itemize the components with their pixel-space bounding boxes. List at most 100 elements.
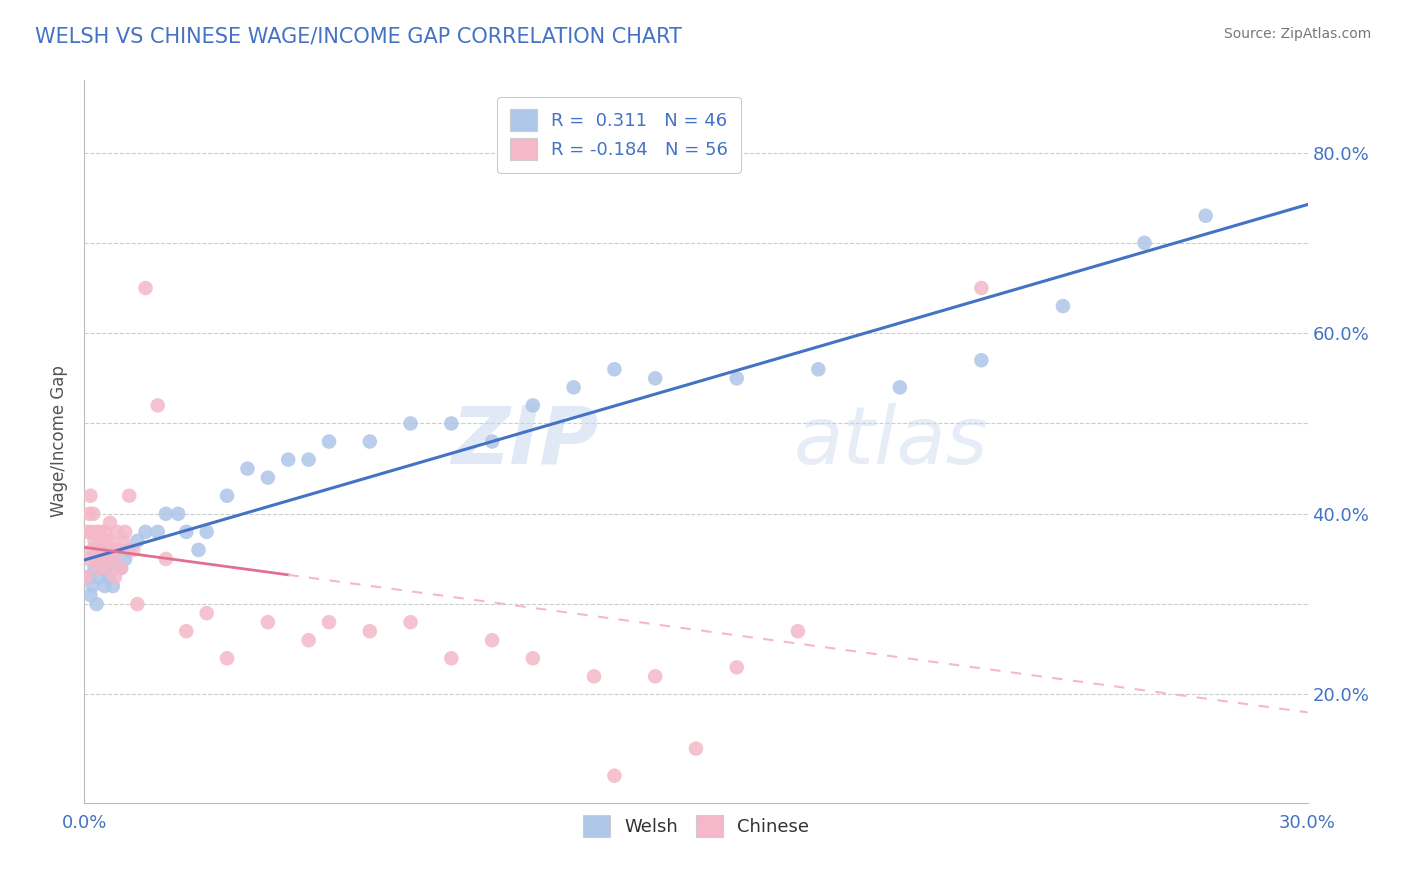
Point: [91, 552, 114, 566]
Point: [522, 398, 544, 412]
Point: [91, 533, 114, 548]
Point: [82, 542, 104, 557]
Point: [97, 533, 120, 548]
Point: [93, 524, 115, 539]
Point: [1133, 235, 1156, 250]
Point: [86, 524, 108, 539]
Point: [122, 542, 145, 557]
Point: [86, 597, 108, 611]
Point: [90, 533, 112, 548]
Point: [93, 542, 115, 557]
Point: [889, 380, 911, 394]
Point: [75, 570, 97, 584]
Point: [135, 524, 157, 539]
Point: [187, 542, 209, 557]
Point: [399, 615, 422, 630]
Point: [90, 552, 112, 566]
Point: [725, 660, 748, 674]
Point: [217, 651, 239, 665]
Point: [195, 524, 218, 539]
Point: [522, 651, 544, 665]
Point: [127, 533, 149, 548]
Point: [174, 624, 197, 639]
Point: [685, 741, 707, 756]
Point: [86, 542, 108, 557]
Point: [644, 371, 666, 385]
Point: [359, 624, 381, 639]
Point: [110, 561, 132, 575]
Point: [110, 561, 132, 575]
Y-axis label: Wage/Income Gap: Wage/Income Gap: [51, 366, 69, 517]
Point: [105, 524, 128, 539]
Point: [90, 542, 112, 557]
Point: [167, 507, 190, 521]
Point: [114, 524, 136, 539]
Point: [318, 434, 340, 449]
Point: [118, 542, 141, 557]
Point: [105, 542, 128, 557]
Point: [82, 579, 104, 593]
Point: [87, 561, 110, 575]
Point: [155, 552, 177, 566]
Point: [725, 371, 748, 385]
Point: [146, 398, 169, 412]
Point: [146, 524, 169, 539]
Point: [79, 588, 101, 602]
Point: [77, 570, 100, 584]
Point: [440, 651, 463, 665]
Point: [112, 533, 135, 548]
Point: [96, 561, 118, 575]
Point: [298, 633, 321, 648]
Point: [79, 489, 101, 503]
Point: [101, 579, 124, 593]
Point: [807, 362, 830, 376]
Point: [96, 561, 118, 575]
Point: [77, 552, 100, 566]
Point: [257, 471, 280, 485]
Point: [118, 489, 141, 503]
Point: [93, 579, 115, 593]
Point: [155, 507, 177, 521]
Point: [787, 624, 810, 639]
Point: [603, 769, 626, 783]
Point: [98, 516, 121, 530]
Point: [97, 542, 120, 557]
Point: [195, 606, 218, 620]
Text: atlas: atlas: [794, 402, 988, 481]
Point: [89, 524, 111, 539]
Point: [94, 533, 117, 548]
Point: [359, 434, 381, 449]
Point: [82, 507, 104, 521]
Point: [174, 524, 197, 539]
Point: [76, 524, 98, 539]
Point: [318, 615, 340, 630]
Point: [104, 570, 127, 584]
Point: [277, 452, 299, 467]
Point: [100, 542, 122, 557]
Point: [100, 552, 122, 566]
Point: [135, 281, 157, 295]
Point: [970, 281, 993, 295]
Point: [236, 461, 259, 475]
Point: [127, 597, 149, 611]
Point: [80, 524, 103, 539]
Legend: Welsh, Chinese: Welsh, Chinese: [575, 808, 817, 845]
Text: Source: ZipAtlas.com: Source: ZipAtlas.com: [1223, 27, 1371, 41]
Point: [1052, 299, 1074, 313]
Point: [298, 452, 321, 467]
Point: [83, 561, 105, 575]
Point: [481, 633, 503, 648]
Point: [562, 380, 585, 394]
Point: [440, 417, 463, 431]
Point: [583, 669, 606, 683]
Point: [644, 669, 666, 683]
Point: [217, 489, 239, 503]
Point: [481, 434, 503, 449]
Point: [603, 362, 626, 376]
Point: [97, 570, 120, 584]
Text: ZIP: ZIP: [451, 402, 598, 481]
Point: [114, 552, 136, 566]
Point: [83, 533, 105, 548]
Point: [101, 552, 124, 566]
Point: [970, 353, 993, 368]
